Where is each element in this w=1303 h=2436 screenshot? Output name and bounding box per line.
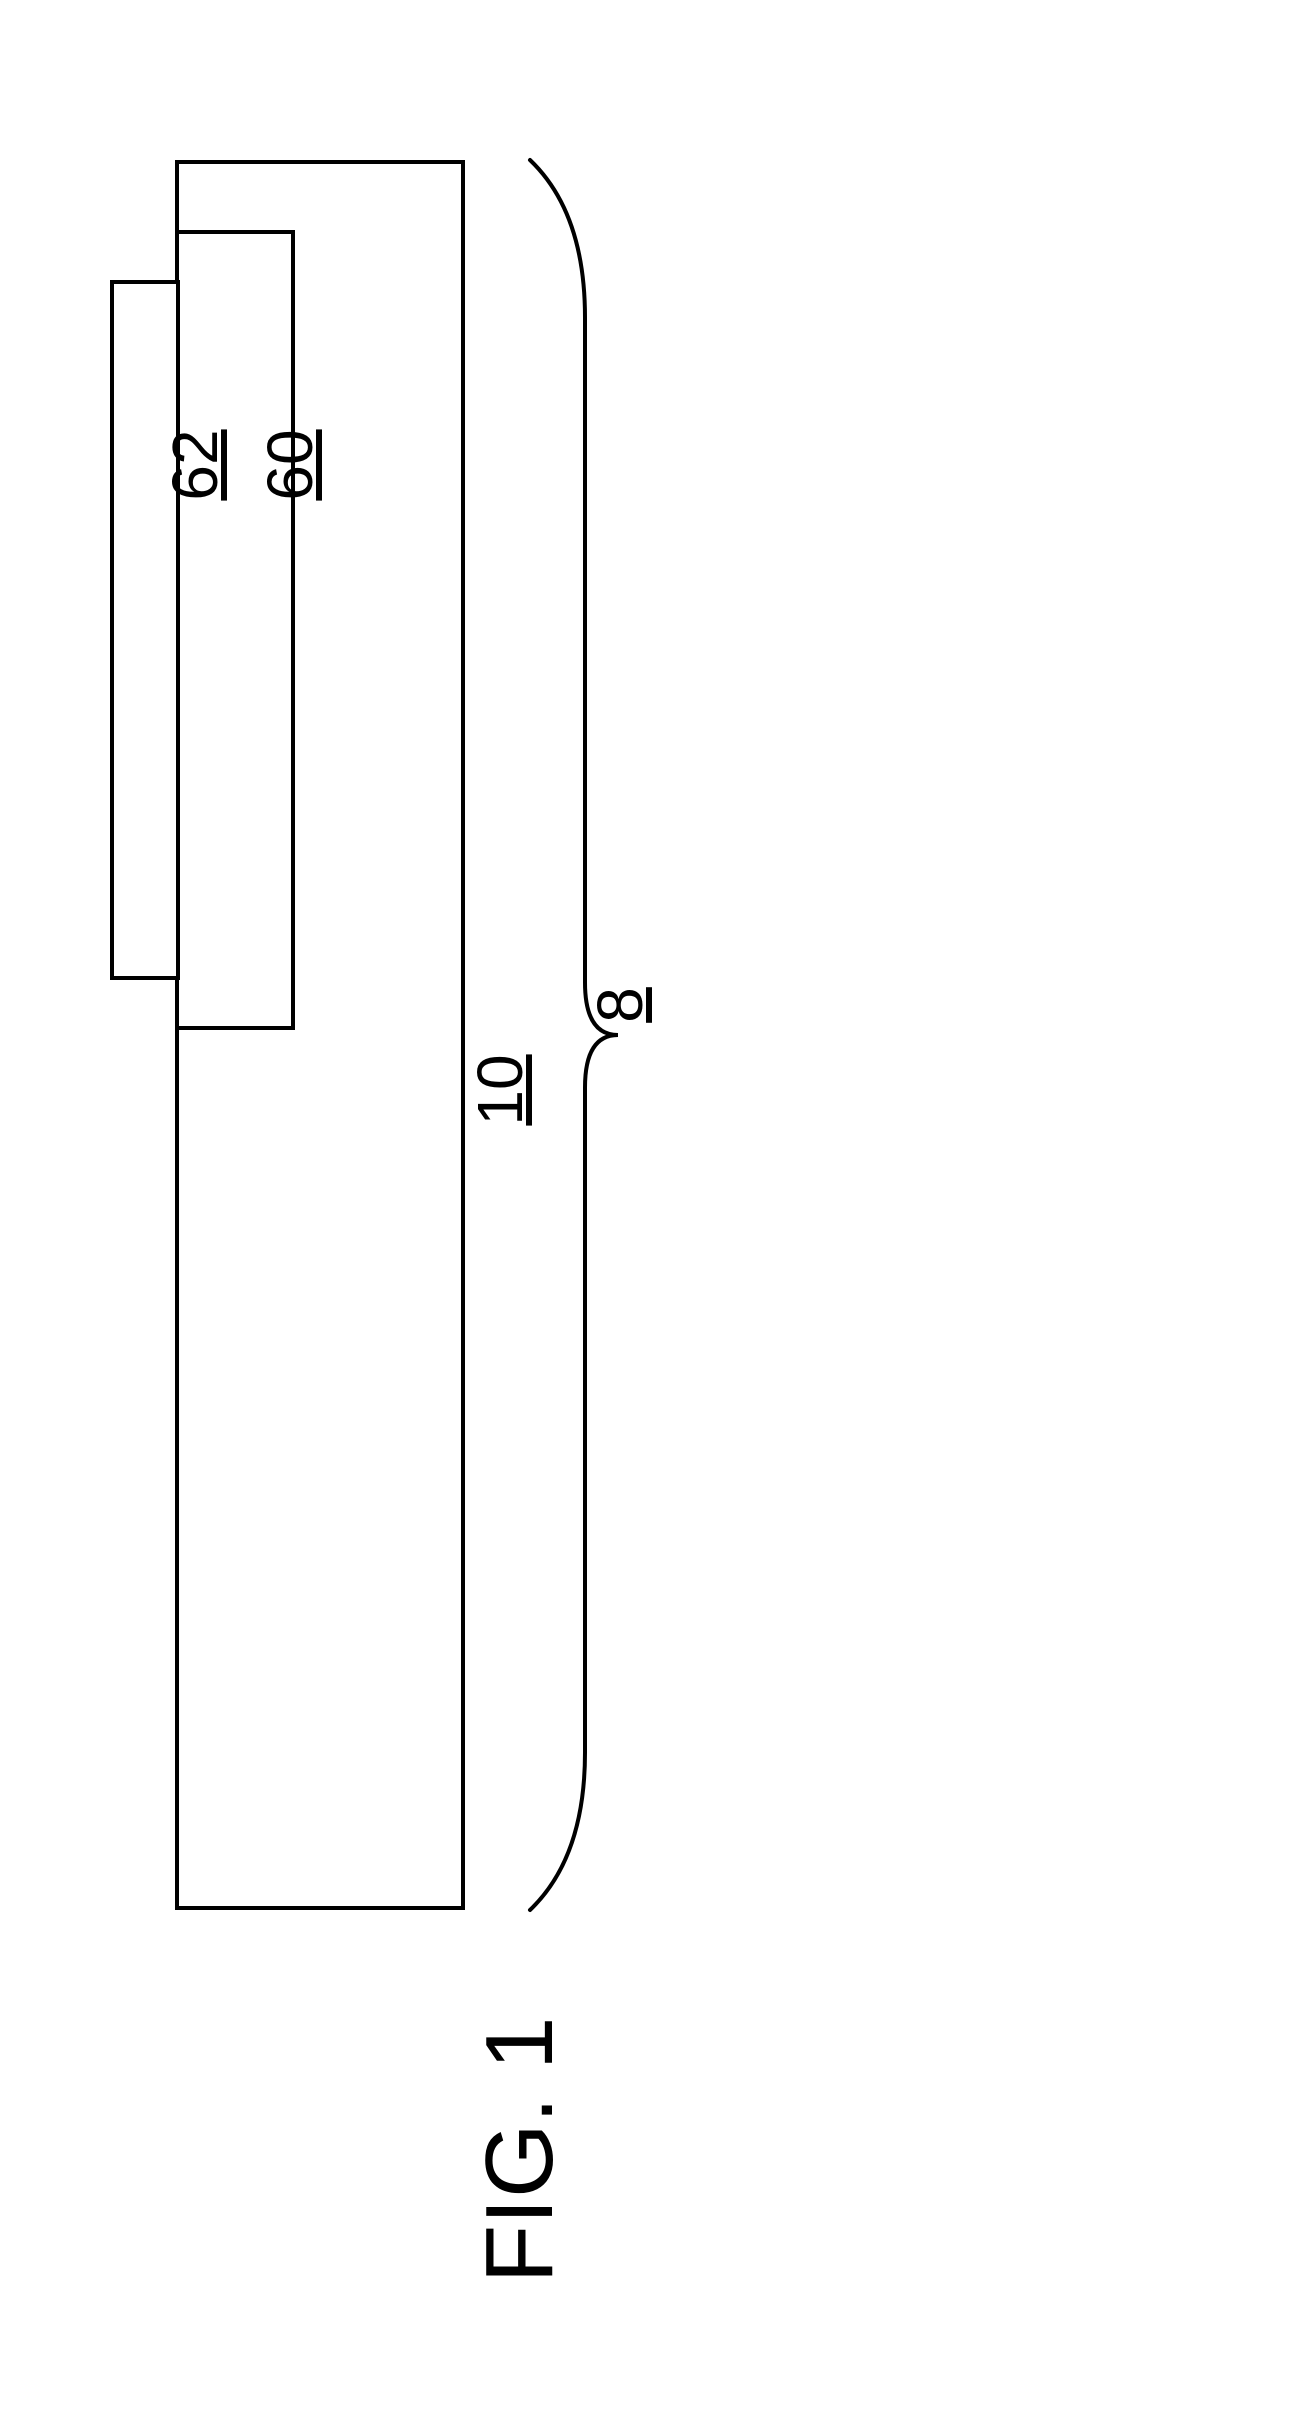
brace-label-8: 8 — [588, 987, 652, 1023]
figure-caption: FIG. 1 — [472, 2017, 568, 2284]
dimension-brace-8 — [0, 0, 1303, 2436]
figure-stage: 10 60 62 8 FIG. 1 — [0, 0, 1303, 2436]
